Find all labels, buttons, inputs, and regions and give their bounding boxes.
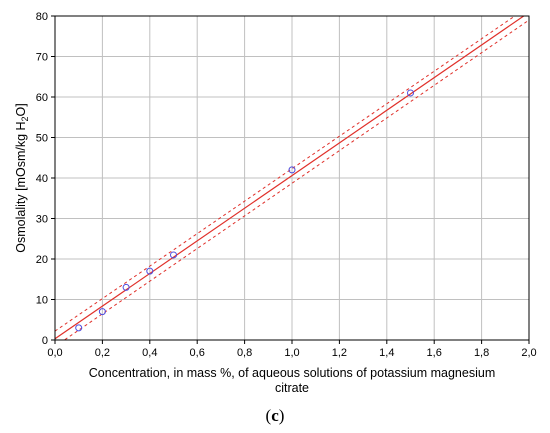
y-tick-label: 0 xyxy=(42,335,48,347)
y-tick-label: 80 xyxy=(36,11,48,23)
fit-line xyxy=(55,16,525,340)
x-tick-label: 1,4 xyxy=(379,347,394,359)
data-point xyxy=(288,166,296,174)
data-point xyxy=(146,267,154,275)
ticks: 0,0 0,2 0,4 0,6 0,8 1,0 1,2 1,4 1,6 1,8 2,0 0 10 20 30… xyxy=(36,11,537,359)
data-point xyxy=(170,251,177,259)
y-tick-label: 10 xyxy=(36,295,48,307)
x-tick-label: 1,6 xyxy=(427,347,442,359)
x-tick-label: 0,4 xyxy=(142,347,157,359)
y-axis-title-text: Osmolality [mOsm/kg H2O] xyxy=(14,103,30,252)
panel-label-letter: c xyxy=(271,406,279,425)
x-tick-label: 0,0 xyxy=(47,347,62,359)
x-tick-label: 1,8 xyxy=(474,347,489,359)
x-tick-label: 1,2 xyxy=(332,347,347,359)
x-axis-title-line: citrate xyxy=(275,381,309,395)
x-tick-label: 0,6 xyxy=(190,347,205,359)
y-tick-label: 20 xyxy=(36,254,48,266)
x-axis-title: Concentration, in mass %, of aqueous sol… xyxy=(89,366,495,395)
y-tick-label: 50 xyxy=(36,133,48,145)
y-tick-label: 40 xyxy=(36,173,48,185)
data-point xyxy=(98,308,106,316)
fit-line-group xyxy=(55,16,525,340)
x-tick-label: 0,2 xyxy=(95,347,110,359)
y-axis-title: Osmolality [mOsm/kg H2O] xyxy=(14,103,30,252)
y-axis-title-main: Osmolality [mOsm/kg H xyxy=(14,121,28,252)
data-point xyxy=(407,89,414,97)
y-tick-label: 70 xyxy=(36,52,48,64)
data-point xyxy=(75,324,83,332)
y-tick-label: 60 xyxy=(36,92,48,104)
x-tick-label: 1,0 xyxy=(284,347,299,359)
x-tick-label: 2,0 xyxy=(521,347,536,359)
data-point xyxy=(122,283,130,291)
x-tick-label: 0,8 xyxy=(237,347,252,359)
data-points xyxy=(75,89,414,332)
grid xyxy=(55,16,529,340)
panel-label-close: ) xyxy=(278,406,285,425)
y-axis-title-subscript: 2 xyxy=(20,116,30,121)
panel-label-open: ( xyxy=(265,406,272,425)
scatter-chart: 0,0 0,2 0,4 0,6 0,8 1,0 1,2 1,4 1,6 1,8 2,0 0 10 20 30… xyxy=(14,11,537,395)
y-axis-title-tail: O] xyxy=(14,103,28,116)
panel-label: (c) xyxy=(0,406,550,426)
y-tick-label: 30 xyxy=(36,214,48,226)
x-axis-title-line: Concentration, in mass %, of aqueous sol… xyxy=(89,366,495,380)
